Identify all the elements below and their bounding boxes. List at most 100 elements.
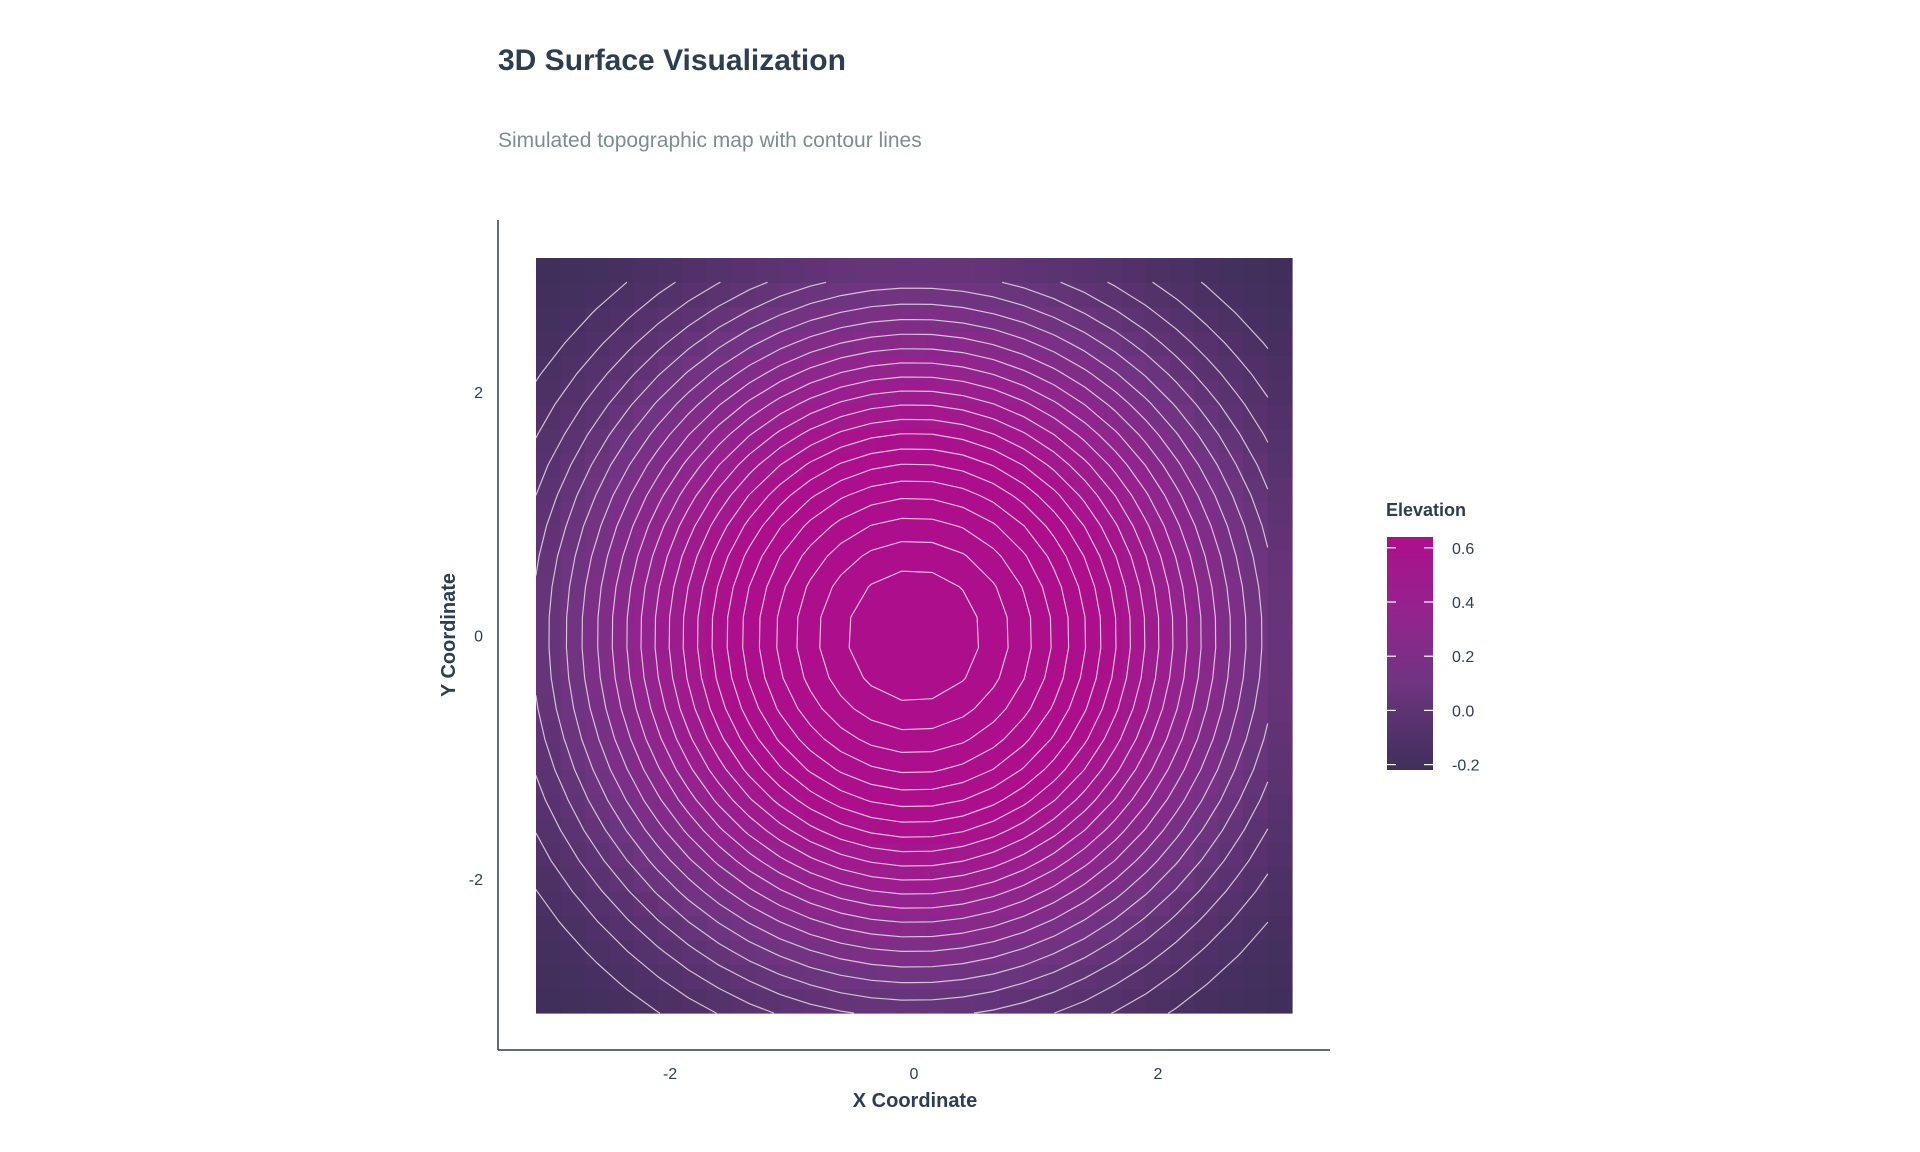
heatmap-cell [657, 282, 683, 308]
heatmap-cell [926, 574, 952, 600]
heatmap-cell [1194, 428, 1220, 454]
chart-title: 3D Surface Visualization [498, 44, 846, 77]
contour-line [611, 333, 1217, 938]
heatmap-cell [1218, 623, 1244, 649]
heatmap-cell [731, 866, 757, 892]
heatmap-cell [828, 550, 854, 576]
contour-line [535, 281, 1269, 1014]
heatmap-cell [999, 793, 1025, 819]
heatmap-cell [926, 404, 952, 430]
heatmap-cell [731, 331, 757, 357]
heatmap-cell [853, 647, 879, 673]
heatmap-cell [1218, 282, 1244, 308]
heatmap-cell [706, 818, 732, 844]
heatmap-cell [657, 988, 683, 1014]
heatmap-cell [609, 331, 635, 357]
heatmap-cell [999, 574, 1025, 600]
heatmap-cell [901, 745, 927, 771]
heatmap-cell [779, 745, 805, 771]
heatmap-cell [633, 452, 659, 478]
heatmap-cell [706, 379, 732, 405]
heatmap-cell [804, 866, 830, 892]
heatmap-cell [901, 939, 927, 965]
heatmap-cell [779, 793, 805, 819]
heatmap-cell [1145, 891, 1171, 917]
heatmap-cell [1048, 306, 1074, 332]
heatmap-cell [1121, 696, 1147, 722]
heatmap-cell [731, 672, 757, 697]
heatmap-cell [853, 282, 879, 308]
heatmap-cell [877, 306, 903, 332]
heatmap-cell [804, 355, 830, 381]
heatmap-cell [657, 379, 683, 405]
heatmap-cell [560, 525, 586, 551]
heatmap-cell [609, 404, 635, 430]
heatmap-cell [804, 428, 830, 454]
heatmap-cell [804, 647, 830, 673]
heatmap-cell [560, 988, 586, 1014]
heatmap-cell [853, 355, 879, 381]
heatmap-cell [609, 866, 635, 892]
heatmap-cell [1072, 258, 1098, 283]
heatmap-cell [950, 428, 976, 454]
contour-line [654, 376, 1174, 895]
heatmap-cell [853, 720, 879, 746]
heatmap-cell [1121, 818, 1147, 844]
contour-line [742, 463, 1087, 808]
heatmap-cell [974, 672, 1000, 697]
heatmap-cell [1048, 623, 1074, 649]
heatmap-cell [536, 598, 561, 624]
heatmap-cell [536, 915, 561, 941]
heatmap-cell [609, 379, 635, 405]
heatmap-cell [706, 331, 732, 357]
heatmap-cell [926, 525, 952, 551]
heatmap-cell [1096, 428, 1122, 454]
heatmap-cell [1267, 574, 1293, 600]
heatmap-cell [926, 891, 952, 917]
heatmap-cell [633, 598, 659, 624]
x-tick-label: -2 [663, 1066, 677, 1083]
heatmap-cell [1243, 939, 1269, 965]
heatmap-cell [1218, 331, 1244, 357]
heatmap-cell [999, 647, 1025, 673]
heatmap-cell [877, 891, 903, 917]
heatmap-cell [926, 258, 952, 283]
heatmap-cell [682, 258, 708, 283]
heatmap-cell [731, 745, 757, 771]
heatmap-cell [779, 574, 805, 600]
heatmap-cell [609, 623, 635, 649]
heatmap-cell [901, 258, 927, 283]
heatmap-cell [1048, 282, 1074, 308]
heatmap-cell [1096, 331, 1122, 357]
heatmap-cell [1023, 793, 1049, 819]
heatmap-cell [974, 501, 1000, 527]
heatmap-cell [584, 939, 610, 965]
heatmap-cell [1145, 672, 1171, 697]
heatmap-cell [755, 282, 781, 308]
contour-line [776, 497, 1052, 774]
heatmap-cell [853, 672, 879, 697]
heatmap-cell [633, 258, 659, 283]
heatmap-cell [609, 477, 635, 503]
heatmap-cell [1096, 525, 1122, 551]
contour-line [668, 390, 1160, 881]
heatmap-cell [1096, 477, 1122, 503]
heatmap-cell [706, 745, 732, 771]
heatmap-cell [1096, 964, 1122, 990]
heatmap-cell [950, 525, 976, 551]
heatmap-cell [999, 720, 1025, 746]
heatmap-cell [1218, 818, 1244, 844]
heatmap-cell [1218, 404, 1244, 430]
heatmap-cell [1218, 258, 1244, 283]
heatmap-cell [584, 769, 610, 795]
heatmap-cell [779, 769, 805, 795]
heatmap-cell [609, 672, 635, 697]
heatmap-cell [950, 355, 976, 381]
heatmap-cell [584, 598, 610, 624]
contour-line [626, 348, 1202, 923]
heatmap-cell [828, 866, 854, 892]
legend-tick-label: 0.4 [1452, 595, 1474, 612]
heatmap-cell [974, 842, 1000, 868]
heatmap-cell [536, 574, 561, 600]
heatmap-cell [731, 355, 757, 381]
